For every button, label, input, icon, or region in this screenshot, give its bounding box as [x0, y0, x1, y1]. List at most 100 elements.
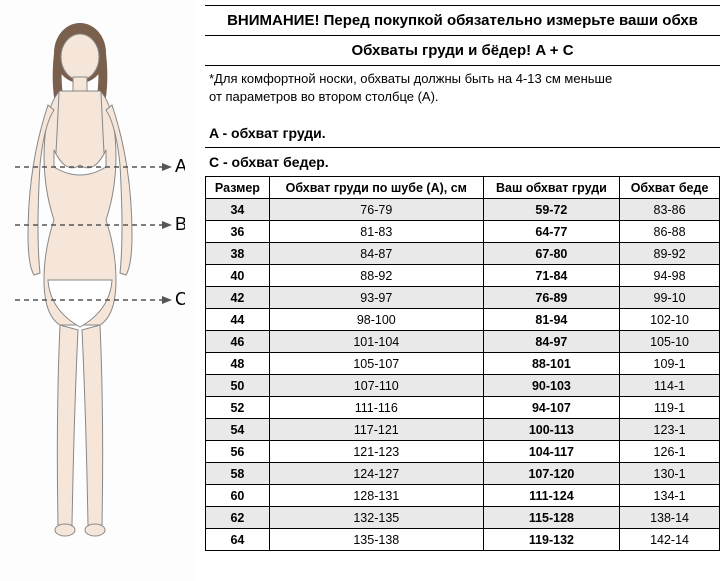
table-cell: 94-107 — [483, 397, 619, 419]
table-row: 48105-10788-101109-1 — [206, 353, 720, 375]
table-cell: 138-14 — [620, 507, 720, 529]
table-cell: 36 — [206, 221, 270, 243]
col-size: Размер — [206, 177, 270, 199]
table-cell: 64-77 — [483, 221, 619, 243]
table-cell: 100-113 — [483, 419, 619, 441]
table-row: 58124-127107-120130-1 — [206, 463, 720, 485]
table-cell: 101-104 — [269, 331, 483, 353]
body-figure-svg: A B C — [10, 15, 185, 565]
table-cell: 89-92 — [620, 243, 720, 265]
table-cell: 135-138 — [269, 529, 483, 551]
table-cell: 42 — [206, 287, 270, 309]
measure-label-a: A — [175, 156, 185, 176]
table-cell: 93-97 — [269, 287, 483, 309]
note-line1: *Для комфортной носки, обхваты должны бы… — [209, 71, 612, 86]
table-cell: 111-116 — [269, 397, 483, 419]
table-cell: 64 — [206, 529, 270, 551]
body-figure-panel: A B C — [0, 0, 195, 581]
table-row: 3476-7959-7283-86 — [206, 199, 720, 221]
table-row: 62132-135115-128138-14 — [206, 507, 720, 529]
table-cell: 81-94 — [483, 309, 619, 331]
note-line2: от параметров во втором столбце (А). — [209, 89, 439, 104]
table-cell: 117-121 — [269, 419, 483, 441]
table-cell: 111-124 — [483, 485, 619, 507]
table-cell: 52 — [206, 397, 270, 419]
table-cell: 90-103 — [483, 375, 619, 397]
table-header-row: Размер Обхват груди по шубе (А), см Ваш … — [206, 177, 720, 199]
table-cell: 54 — [206, 419, 270, 441]
table-row: 64135-138119-132142-14 — [206, 529, 720, 551]
table-cell: 134-1 — [620, 485, 720, 507]
table-cell: 107-110 — [269, 375, 483, 397]
table-row: 3681-8364-7786-88 — [206, 221, 720, 243]
table-cell: 128-131 — [269, 485, 483, 507]
table-cell: 56 — [206, 441, 270, 463]
table-cell: 88-101 — [483, 353, 619, 375]
table-cell: 123-1 — [620, 419, 720, 441]
size-table: Размер Обхват груди по шубе (А), см Ваш … — [205, 176, 720, 551]
table-row: 52111-11694-107119-1 — [206, 397, 720, 419]
table-cell: 71-84 — [483, 265, 619, 287]
table-cell: 104-117 — [483, 441, 619, 463]
table-cell: 50 — [206, 375, 270, 397]
table-row: 60128-131111-124134-1 — [206, 485, 720, 507]
table-cell: 105-107 — [269, 353, 483, 375]
table-cell: 121-123 — [269, 441, 483, 463]
note-text: *Для комфортной носки, обхваты должны бы… — [205, 66, 720, 119]
table-cell: 46 — [206, 331, 270, 353]
table-row: 3884-8767-8089-92 — [206, 243, 720, 265]
size-chart-container: A B C ВНИМАНИЕ! Перед покупкой обязатель… — [0, 0, 720, 581]
table-cell: 84-97 — [483, 331, 619, 353]
col-bust-coat: Обхват груди по шубе (А), см — [269, 177, 483, 199]
table-row: 4293-9776-8999-10 — [206, 287, 720, 309]
table-cell: 130-1 — [620, 463, 720, 485]
table-cell: 98-100 — [269, 309, 483, 331]
table-cell: 67-80 — [483, 243, 619, 265]
table-cell: 94-98 — [620, 265, 720, 287]
table-cell: 88-92 — [269, 265, 483, 287]
table-cell: 114-1 — [620, 375, 720, 397]
table-cell: 58 — [206, 463, 270, 485]
table-cell: 132-135 — [269, 507, 483, 529]
table-cell: 142-14 — [620, 529, 720, 551]
table-cell: 48 — [206, 353, 270, 375]
table-cell: 62 — [206, 507, 270, 529]
table-cell: 76-79 — [269, 199, 483, 221]
label-a: A - обхват груди. — [205, 119, 720, 148]
table-cell: 83-86 — [620, 199, 720, 221]
table-row: 4498-10081-94102-10 — [206, 309, 720, 331]
info-panel: ВНИМАНИЕ! Перед покупкой обязательно изм… — [195, 0, 720, 581]
label-c: C - обхват бедер. — [205, 148, 720, 176]
table-cell: 124-127 — [269, 463, 483, 485]
table-cell: 60 — [206, 485, 270, 507]
table-cell: 107-120 — [483, 463, 619, 485]
table-cell: 38 — [206, 243, 270, 265]
table-cell: 126-1 — [620, 441, 720, 463]
table-cell: 99-10 — [620, 287, 720, 309]
table-cell: 119-1 — [620, 397, 720, 419]
measure-label-c: C — [175, 289, 185, 309]
table-cell: 102-10 — [620, 309, 720, 331]
table-row: 4088-9271-8494-98 — [206, 265, 720, 287]
table-cell: 34 — [206, 199, 270, 221]
table-cell: 119-132 — [483, 529, 619, 551]
table-row: 54117-121100-113123-1 — [206, 419, 720, 441]
headline-1: ВНИМАНИЕ! Перед покупкой обязательно изм… — [205, 5, 720, 36]
table-cell: 84-87 — [269, 243, 483, 265]
table-cell: 109-1 — [620, 353, 720, 375]
table-cell: 81-83 — [269, 221, 483, 243]
table-cell: 44 — [206, 309, 270, 331]
headline-2: Обхваты груди и бёдер! A + C — [205, 36, 720, 66]
measure-label-b: B — [175, 214, 185, 234]
table-cell: 105-10 — [620, 331, 720, 353]
col-your-bust: Ваш обхват груди — [483, 177, 619, 199]
col-hips: Обхват беде — [620, 177, 720, 199]
table-cell: 115-128 — [483, 507, 619, 529]
table-cell: 40 — [206, 265, 270, 287]
table-cell: 86-88 — [620, 221, 720, 243]
table-row: 50107-11090-103114-1 — [206, 375, 720, 397]
table-cell: 76-89 — [483, 287, 619, 309]
table-row: 46101-10484-97105-10 — [206, 331, 720, 353]
table-cell: 59-72 — [483, 199, 619, 221]
table-row: 56121-123104-117126-1 — [206, 441, 720, 463]
